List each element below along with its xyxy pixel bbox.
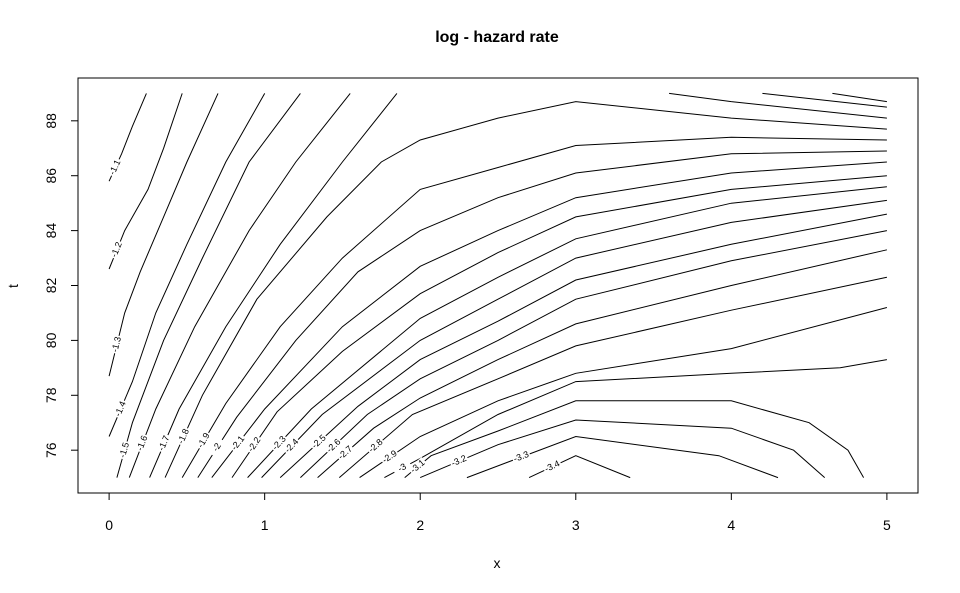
contour-line [128,92,887,478]
label-gap [542,458,563,476]
x-tick-label: 0 [105,517,113,533]
label-gap [195,430,213,451]
label-gap [309,432,330,452]
label-gap [109,334,124,355]
contour-line [359,307,888,479]
contour-label: -3 [396,461,408,474]
y-tick-label: 80 [43,332,59,348]
label-gap [228,433,248,454]
contour-line [197,150,887,478]
contour-line [420,419,826,479]
x-tick-label: 2 [416,517,424,533]
x-axis-label: x [494,555,501,571]
label-gap [365,436,386,456]
contour-line [108,93,219,377]
contour-line [116,92,887,478]
x-tick-label: 5 [883,517,891,533]
label-gap [117,440,132,461]
label-gap [407,457,429,477]
label-gap [379,447,401,467]
label-gap [511,449,532,465]
label-gap [208,437,227,458]
contour-line [181,136,887,478]
contour-line [247,186,887,478]
label-gap [175,426,193,447]
contour-label: -3.3 [512,449,530,464]
label-gap [107,157,124,178]
label-gap [448,453,470,470]
x-tick-label: 4 [727,517,735,533]
contour-label: -1.5 [117,441,131,459]
contour-line [211,161,887,478]
label-gap [245,434,264,455]
contour-line [149,92,887,478]
y-axis-label: t [5,284,21,288]
contour-label: -1.3 [110,336,123,353]
contour-line [338,276,888,478]
y-tick-label: 88 [43,113,59,129]
label-gap [282,436,302,457]
x-tick-label: 3 [572,517,580,533]
label-gap [392,459,413,477]
contour-line [108,93,266,437]
chart-title: log - hazard rate [435,29,559,46]
y-tick-label: 86 [43,168,59,184]
label-gap [134,433,151,454]
contour-line [164,101,887,478]
label-gap [323,436,344,456]
label-gap [112,398,129,420]
label-gap [108,239,125,261]
contour-line [261,199,887,478]
contour-line [231,175,887,478]
x-tick-label: 1 [261,517,269,533]
label-gap [269,433,290,454]
y-tick-label: 78 [43,387,59,403]
contour-line [300,230,887,478]
contour-line [404,400,865,478]
label-gap [335,443,356,463]
contour-line [279,213,887,478]
label-gap [156,433,173,454]
y-tick-label: 82 [43,278,59,294]
y-tick-label: 84 [43,223,59,239]
contour-line [317,249,888,478]
y-tick-label: 76 [43,442,59,458]
